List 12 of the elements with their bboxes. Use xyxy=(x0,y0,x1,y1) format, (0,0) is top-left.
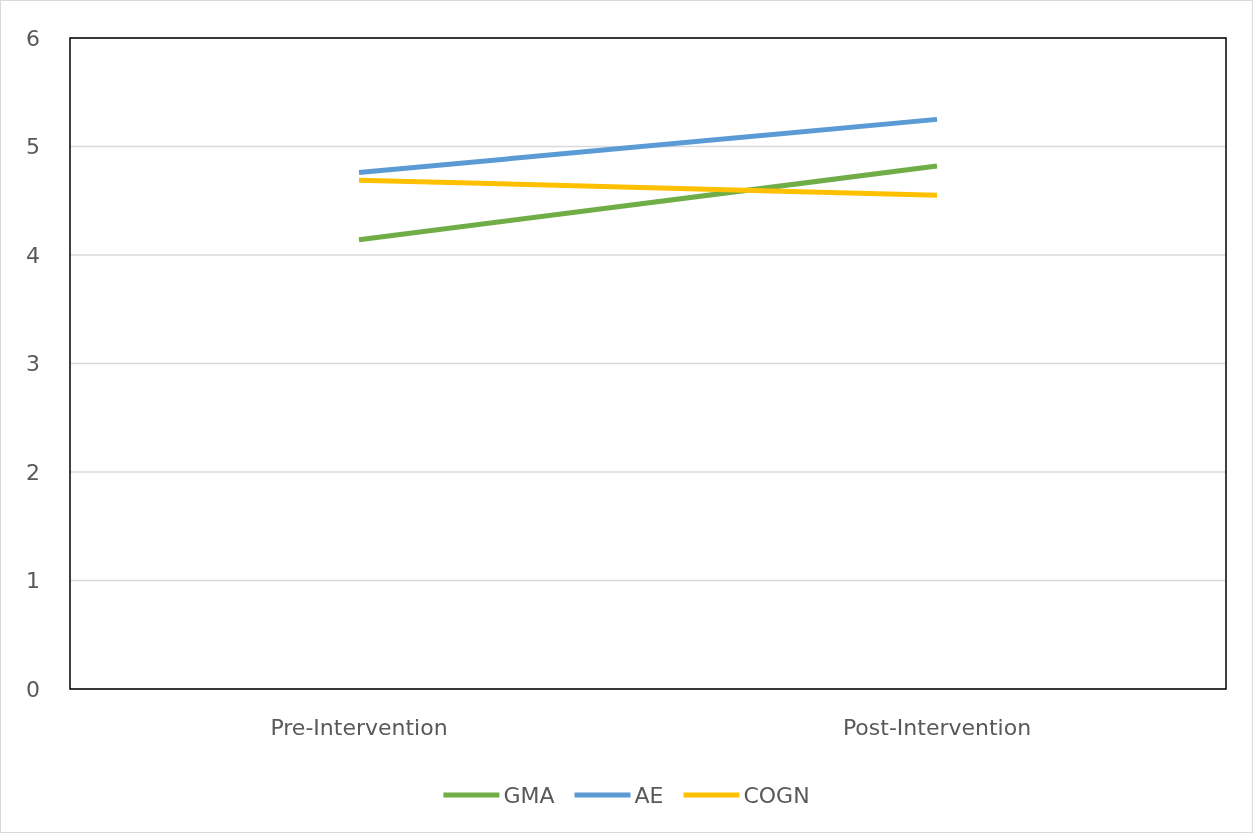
legend-label: GMA xyxy=(503,783,555,808)
y-tick-label: 1 xyxy=(26,568,40,594)
x-tick-label: Post-Intervention xyxy=(842,714,1032,740)
y-tick-label: 6 xyxy=(26,25,40,51)
legend-label: AE xyxy=(634,783,664,808)
y-tick-label: 4 xyxy=(26,242,40,268)
y-tick-label: 5 xyxy=(26,134,40,160)
x-tick-label: Pre-Intervention xyxy=(270,714,448,740)
legend-label: COGN xyxy=(743,783,810,808)
y-tick-label: 2 xyxy=(26,459,40,485)
y-tick-label: 0 xyxy=(26,676,40,702)
y-tick-label: 3 xyxy=(26,351,40,377)
